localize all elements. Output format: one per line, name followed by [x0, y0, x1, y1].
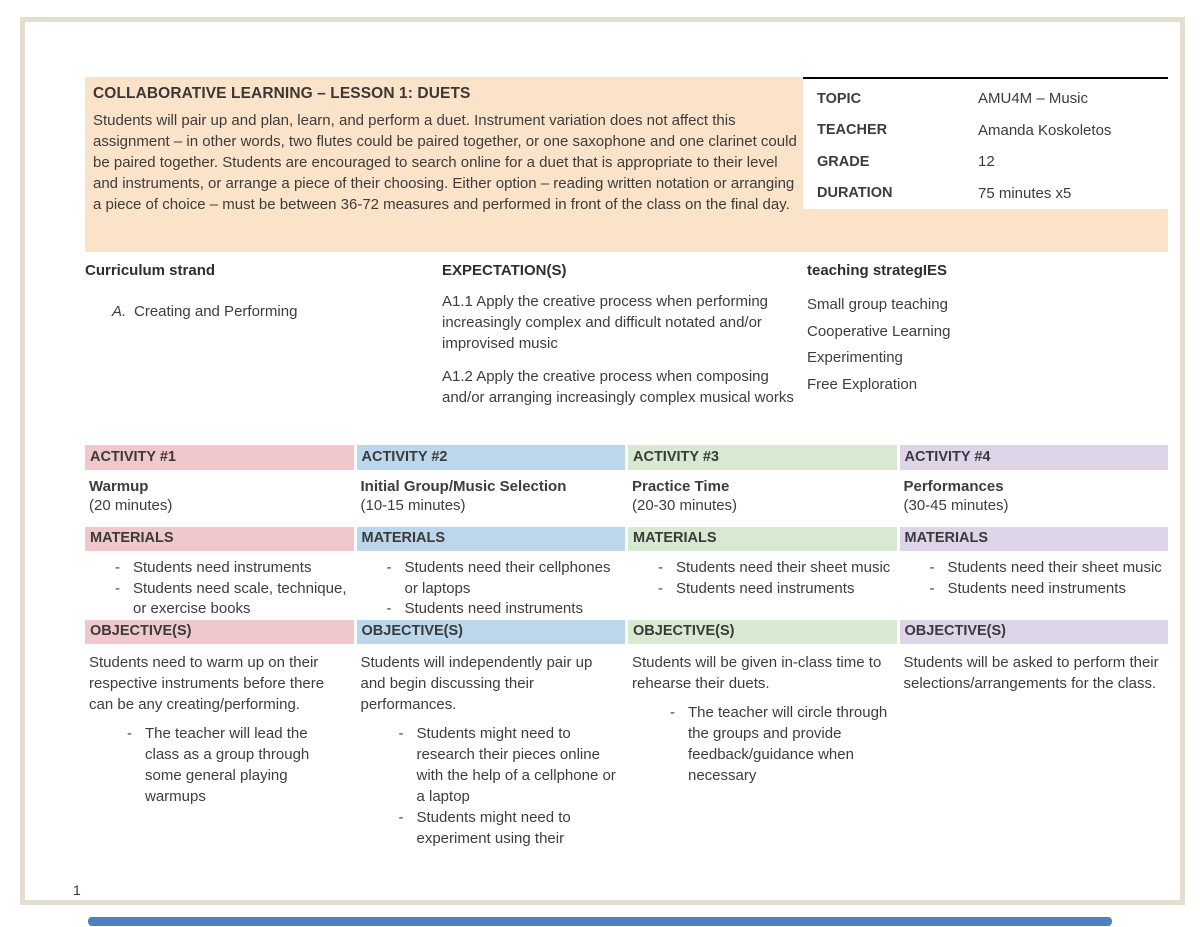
list-item: The teacher will lead the class as a gro… [125, 723, 346, 807]
activity-duration: (10-15 minutes) [360, 497, 466, 514]
activity-column-2: ACTIVITY #2 Initial Group/Music Selectio… [356, 445, 625, 849]
info-row-duration: DURATION 75 minutes x5 [803, 178, 1168, 210]
curriculum-strand-column: Curriculum strand A. Creating and Perfor… [85, 262, 442, 408]
info-row-grade: GRADE 12 [803, 146, 1168, 178]
lesson-info-table: TOPIC AMU4M – Music TEACHER Amanda Kosko… [803, 77, 1168, 209]
activity-4-header: ACTIVITY #4 [899, 445, 1168, 470]
activities-table: ACTIVITY #1 Warmup (20 minutes) MATERIAL… [85, 445, 1168, 849]
activity-title: Warmup [89, 478, 149, 495]
objectives-label: OBJECTIVE(S) [85, 620, 354, 644]
teaching-strategies-column: teaching strategIES Small group teaching… [807, 262, 1168, 408]
info-value: 12 [978, 153, 995, 171]
objectives-list: The teacher will lead the class as a gro… [125, 723, 346, 807]
materials-cell: Students need their cellphones or laptop… [356, 551, 625, 620]
expectation-item: A1.1 Apply the creative process when per… [442, 293, 769, 352]
materials-list: Students need their cellphones or laptop… [385, 558, 622, 620]
info-row-topic: TOPIC AMU4M – Music [803, 83, 1168, 115]
activity-1-header: ACTIVITY #1 [85, 445, 354, 470]
list-item: Students need their sheet music [656, 558, 893, 579]
strategy-item: Experimenting [807, 349, 903, 366]
activity-column-1: ACTIVITY #1 Warmup (20 minutes) MATERIAL… [85, 445, 354, 849]
materials-cell: Students need their sheet music Students… [628, 551, 897, 620]
lesson-overview: COLLABORATIVE LEARNING – LESSON 1: DUETS… [85, 77, 801, 252]
strategy-item: Small group teaching [807, 296, 948, 313]
materials-label: MATERIALS [899, 527, 1168, 551]
objective-intro: Students need to warm up on their respec… [89, 654, 325, 713]
document-page: COLLABORATIVE LEARNING – LESSON 1: DUETS… [20, 17, 1185, 905]
info-label: DURATION [817, 185, 893, 202]
activity-duration: (20 minutes) [89, 497, 173, 514]
objectives-label: OBJECTIVE(S) [356, 620, 625, 644]
activity-duration: (20-30 minutes) [632, 497, 738, 514]
list-item: Students need instruments [113, 558, 350, 579]
activity-3-title-cell: Practice Time (20-30 minutes) [628, 470, 897, 527]
activity-duration: (30-45 minutes) [903, 497, 1009, 514]
curriculum-item: A. Creating and Performing [85, 303, 442, 320]
curriculum-heading: Curriculum strand [85, 262, 216, 279]
info-label: TEACHER [817, 122, 888, 139]
list-item: Students need instruments [928, 579, 1165, 600]
expectations-column: EXPECTATION(S) A1.1 Apply the creative p… [442, 262, 807, 408]
activity-title: Practice Time [632, 478, 730, 495]
materials-list: Students need their sheet music Students… [928, 558, 1165, 599]
objectives-cell: Students need to warm up on their respec… [85, 644, 354, 849]
list-item: Students need scale, technique, or exerc… [113, 579, 350, 620]
objectives-label: OBJECTIVE(S) [628, 620, 897, 644]
objectives-list: Students might need to research their pi… [397, 723, 618, 849]
list-item: Students need instruments [656, 579, 893, 600]
list-item: Students need instruments [385, 599, 622, 620]
activity-column-4: ACTIVITY #4 Performances (30-45 minutes)… [899, 445, 1168, 849]
materials-label: MATERIALS [85, 527, 354, 551]
activity-2-title-cell: Initial Group/Music Selection (10-15 min… [356, 470, 625, 527]
materials-list: Students need instruments Students need … [113, 558, 350, 620]
strategy-item: Free Exploration [807, 375, 918, 393]
list-item: The teacher will circle through the grou… [668, 702, 889, 786]
materials-cell: Students need their sheet music Students… [899, 551, 1168, 620]
page-number: 1 [73, 882, 81, 898]
objectives-list: The teacher will circle through the grou… [668, 702, 889, 786]
activity-1-title-cell: Warmup (20 minutes) [85, 470, 354, 527]
strategy-item: Cooperative Learning [807, 322, 951, 340]
activity-3-header: ACTIVITY #3 [628, 445, 897, 470]
activity-title: Performances [903, 478, 1004, 495]
activity-4-title-cell: Performances (30-45 minutes) [899, 470, 1168, 527]
objectives-cell: Students will be asked to perform their … [899, 644, 1168, 849]
info-value: Amanda Koskoletos [978, 121, 1112, 139]
objectives-label: OBJECTIVE(S) [899, 620, 1168, 644]
strategies-heading: teaching strategIES [807, 262, 948, 279]
activity-title: Initial Group/Music Selection [360, 478, 567, 495]
objective-intro: Students will be asked to perform their … [903, 654, 1159, 692]
objectives-cell: Students will be given in-class time to … [628, 644, 897, 849]
list-item: Students might need to experiment using … [397, 807, 618, 849]
info-row-teacher: TEACHER Amanda Koskoletos [803, 115, 1168, 147]
expectation-item: A1.2 Apply the creative process when com… [442, 368, 794, 406]
curriculum-section: Curriculum strand A. Creating and Perfor… [85, 262, 1168, 408]
lesson-title: COLLABORATIVE LEARNING – LESSON 1: DUETS [93, 85, 471, 102]
list-item: Students need their cellphones or laptop… [385, 558, 622, 599]
objectives-cell: Students will independently pair up and … [356, 644, 625, 849]
list-item: Students need their sheet music [928, 558, 1165, 579]
curriculum-item-marker: A. [112, 303, 127, 320]
materials-list: Students need their sheet music Students… [656, 558, 893, 599]
materials-label: MATERIALS [628, 527, 897, 551]
activity-column-3: ACTIVITY #3 Practice Time (20-30 minutes… [628, 445, 897, 849]
materials-label: MATERIALS [356, 527, 625, 551]
lesson-description: Students will pair up and plan, learn, a… [93, 112, 797, 213]
materials-cell: Students need instruments Students need … [85, 551, 354, 620]
info-value: 75 minutes x5 [978, 184, 1072, 202]
activity-2-header: ACTIVITY #2 [356, 445, 625, 470]
info-value: AMU4M – Music [978, 90, 1089, 108]
info-label: GRADE [817, 153, 870, 170]
info-label: TOPIC [817, 90, 862, 107]
objective-intro: Students will independently pair up and … [360, 654, 593, 713]
horizontal-scrollbar-thumb[interactable] [88, 917, 1112, 926]
lesson-header-band: COLLABORATIVE LEARNING – LESSON 1: DUETS… [85, 77, 1168, 252]
strategies-list: Small group teaching Cooperative Learnin… [807, 294, 1168, 395]
expectations-heading: EXPECTATION(S) [442, 262, 567, 279]
objective-intro: Students will be given in-class time to … [632, 654, 882, 692]
curriculum-item-text: Creating and Performing [134, 303, 298, 320]
list-item: Students might need to research their pi… [397, 723, 618, 807]
